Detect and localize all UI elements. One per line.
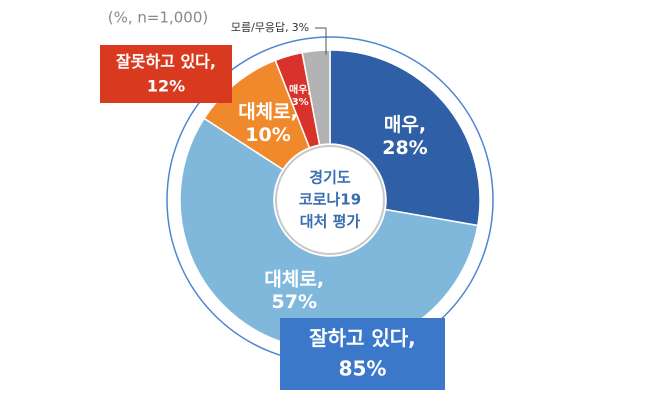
- group-label: 잘하고 있다,: [309, 326, 416, 350]
- center-circle: [275, 145, 385, 255]
- group-label: 잘못하고 있다,: [116, 52, 216, 71]
- leader-line: [315, 27, 327, 55]
- group-box: [280, 318, 445, 390]
- note: (%, n=1,000): [108, 9, 209, 27]
- slice-value: 57%: [272, 291, 317, 313]
- slice-value: 28%: [382, 137, 427, 159]
- group-box: [100, 45, 232, 103]
- center-label: 코로나19: [299, 191, 361, 209]
- center-label: 경기도: [309, 169, 351, 187]
- slice-category: 대체로,: [264, 268, 324, 290]
- donut-slice: [329, 49, 481, 227]
- group-value: 12%: [147, 76, 185, 95]
- slice-value: 3%: [292, 21, 309, 34]
- slice-category: 모름/무응답,: [231, 21, 289, 34]
- donut-slice: [301, 49, 331, 146]
- slice-label: 모름/무응답, 3%: [231, 21, 309, 34]
- slice-category: 대체로,: [238, 101, 298, 123]
- slice-category: 매우,: [384, 114, 426, 136]
- slice-category: 매우,: [289, 83, 311, 96]
- slice-value: 3%: [292, 97, 309, 108]
- center-label: 대처 평가: [300, 213, 361, 231]
- slice-value: 10%: [245, 124, 290, 146]
- group-value: 85%: [339, 356, 387, 380]
